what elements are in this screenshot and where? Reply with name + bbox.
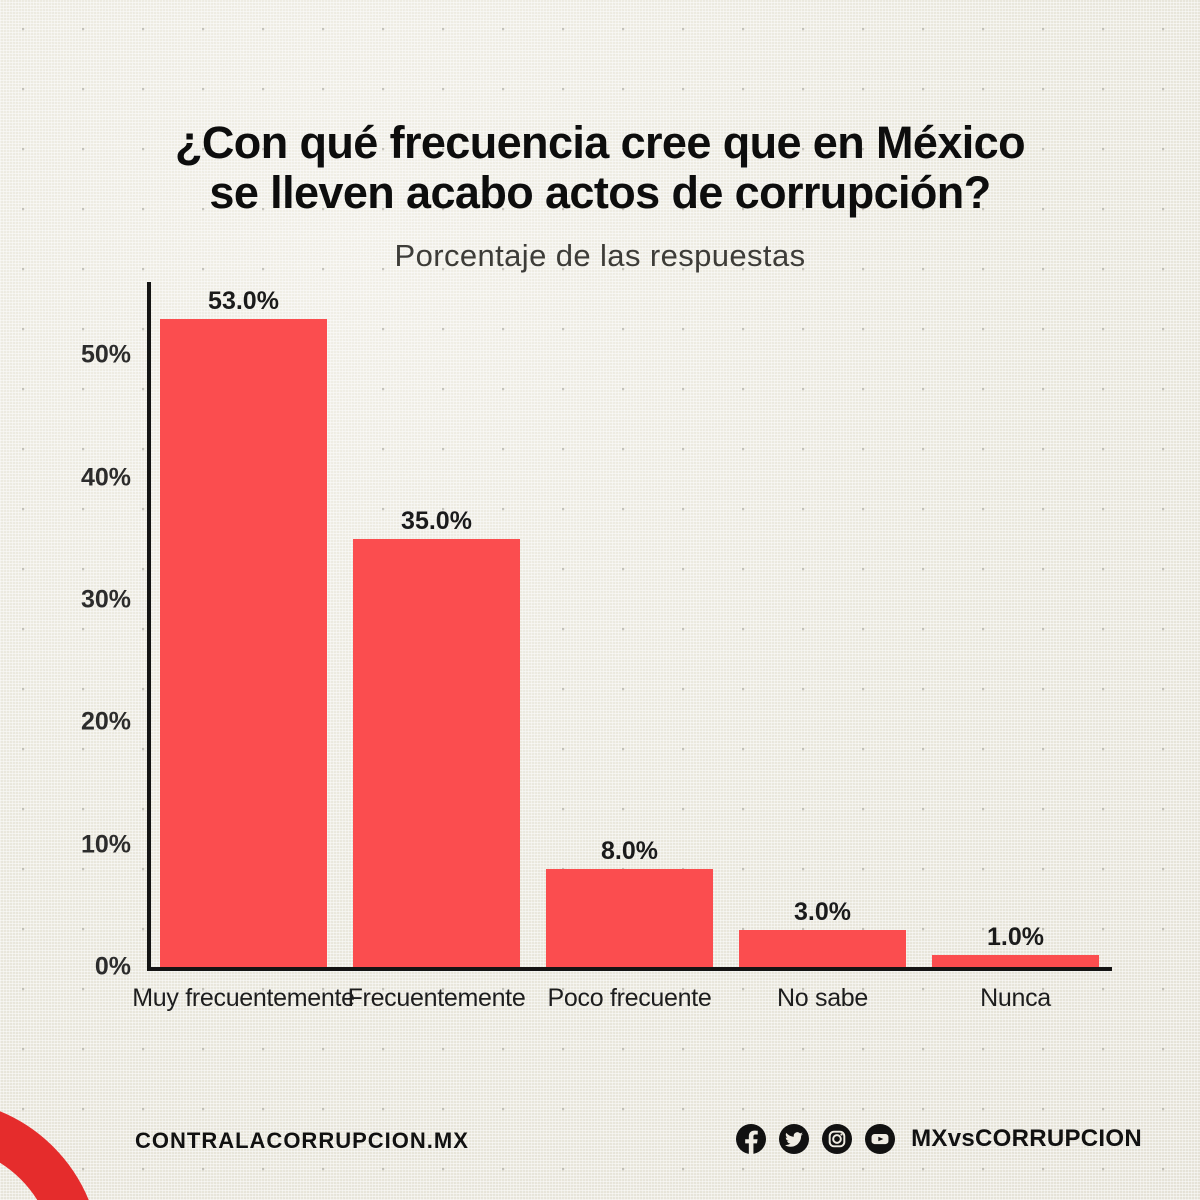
x-axis-tick-label: Muy frecuentemente	[132, 984, 355, 1012]
y-axis-tick-label: 30%	[80, 585, 131, 614]
y-axis-tick-label: 20%	[80, 707, 131, 736]
bar-texture	[160, 318, 327, 967]
bar-value-label: 1.0%	[987, 922, 1044, 951]
x-axis-tick-label: No sabe	[776, 984, 869, 1012]
bar	[160, 318, 327, 967]
footer-social-group: MXvsCORRUPCION	[736, 1124, 1142, 1154]
bar	[739, 930, 906, 967]
bar-texture	[932, 954, 1099, 967]
bar-value-label: 8.0%	[601, 837, 658, 866]
y-axis-tick-label: 0%	[94, 952, 131, 981]
footer-website[interactable]: CONTRALACORRUPCION.MX	[135, 1128, 469, 1153]
header: ¿Con qué frecuencia cree que en México s…	[0, 0, 1200, 274]
footer-handle[interactable]: MXvsCORRUPCION	[911, 1125, 1142, 1152]
y-axis-tick-label: 10%	[80, 830, 131, 859]
title-line-2: se lleven acabo actos de corrupción?	[209, 167, 991, 218]
facebook-icon[interactable]	[736, 1124, 767, 1154]
bar	[353, 538, 520, 967]
brand-logo-icon	[0, 1111, 89, 1200]
x-axis-tick-label: Poco frecuente	[547, 984, 712, 1012]
page-title: ¿Con qué frecuencia cree que en México s…	[0, 118, 1200, 218]
y-axis-tick-label: 50%	[80, 340, 131, 369]
page-subtitle: Porcentaje de las respuestas	[394, 238, 806, 273]
instagram-icon[interactable]	[822, 1124, 853, 1154]
bar-value-label: 35.0%	[401, 506, 472, 535]
title-line-1: ¿Con qué frecuencia cree que en México	[175, 117, 1026, 168]
bar-texture	[353, 538, 520, 967]
x-axis-tick-label: Nunca	[980, 984, 1051, 1012]
youtube-icon[interactable]	[865, 1124, 896, 1154]
twitter-icon[interactable]	[779, 1124, 810, 1154]
bar-value-label: 53.0%	[208, 286, 279, 315]
x-axis-line	[147, 967, 1112, 971]
y-axis-line	[147, 282, 151, 967]
bar	[932, 954, 1099, 967]
bar	[546, 869, 713, 967]
x-axis-tick-label: Frecuentemente	[347, 984, 526, 1012]
bar-texture	[739, 930, 906, 967]
bar-texture	[546, 869, 713, 967]
bar-value-label: 3.0%	[794, 898, 851, 927]
y-axis-tick-label: 40%	[80, 463, 131, 492]
